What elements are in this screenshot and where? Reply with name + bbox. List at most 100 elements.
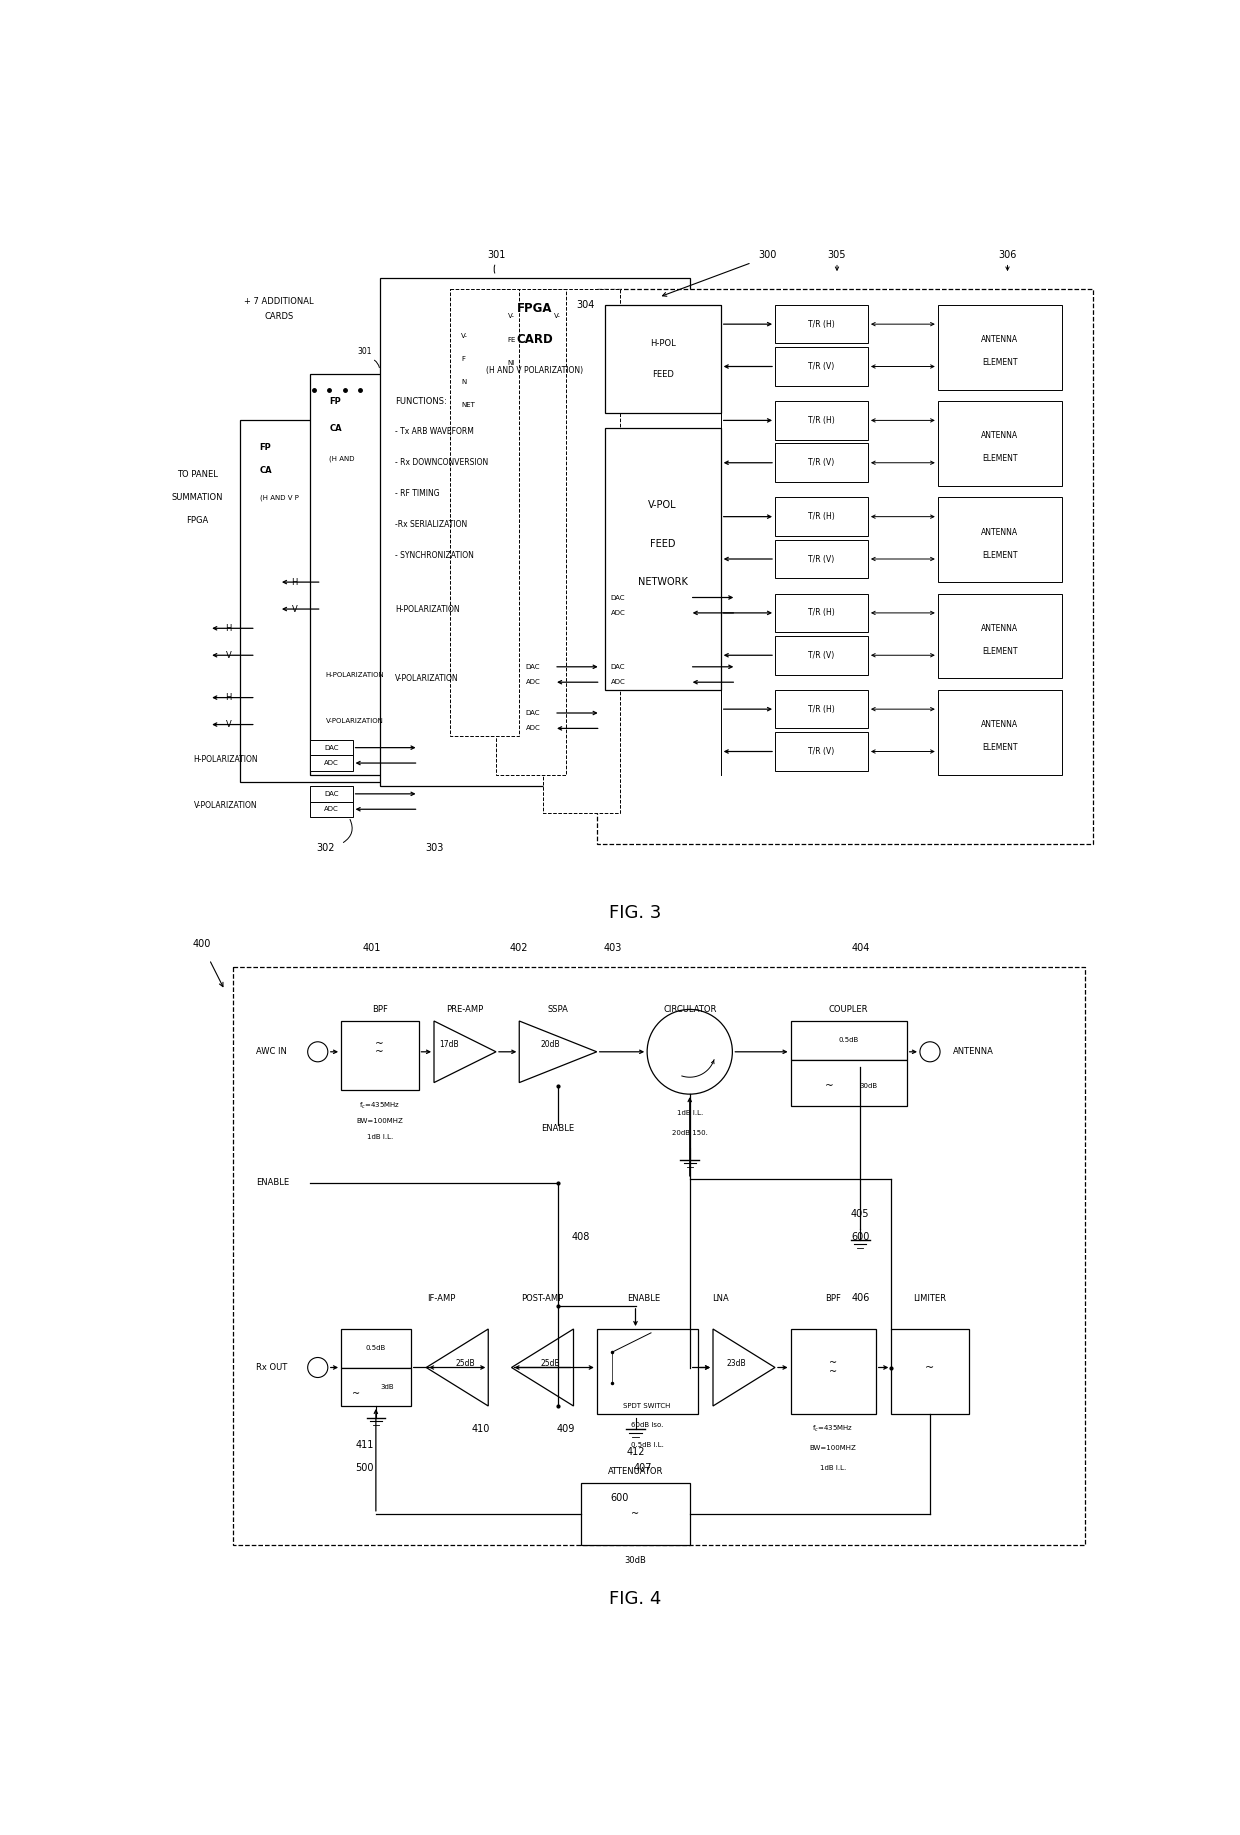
Text: 409: 409 xyxy=(557,1424,575,1435)
Text: 403: 403 xyxy=(603,943,621,952)
Text: DAC: DAC xyxy=(324,745,339,751)
Bar xyxy=(341,1329,410,1367)
Text: FPGA: FPGA xyxy=(186,516,208,525)
Text: ~: ~ xyxy=(352,1389,361,1400)
Text: - RF TIMING: - RF TIMING xyxy=(396,490,440,497)
Text: H: H xyxy=(291,578,298,587)
Bar xyxy=(937,690,1061,774)
Bar xyxy=(310,785,352,802)
Text: BW=100MHZ: BW=100MHZ xyxy=(810,1446,857,1451)
Text: DAC: DAC xyxy=(324,791,339,796)
Polygon shape xyxy=(520,1020,596,1083)
Text: 0.5dB: 0.5dB xyxy=(366,1345,386,1351)
Bar xyxy=(775,444,868,483)
Text: ELEMENT: ELEMENT xyxy=(982,743,1018,752)
Text: V: V xyxy=(291,604,298,613)
Text: FUNCTIONS:: FUNCTIONS: xyxy=(396,396,446,406)
Text: ADC: ADC xyxy=(610,679,625,684)
Text: H-POL: H-POL xyxy=(650,339,676,349)
Text: ELEMENT: ELEMENT xyxy=(982,648,1018,655)
Text: ANTENNA: ANTENNA xyxy=(981,624,1018,633)
Bar xyxy=(892,1329,968,1413)
Bar xyxy=(937,497,1061,582)
Text: FP: FP xyxy=(330,396,341,406)
Text: ADC: ADC xyxy=(324,760,339,765)
Bar xyxy=(233,967,1085,1545)
Bar xyxy=(596,290,1092,844)
Text: Rx OUT: Rx OUT xyxy=(255,1363,286,1373)
Text: T/R (H): T/R (H) xyxy=(808,319,835,328)
Text: + 7 ADDITIONAL: + 7 ADDITIONAL xyxy=(244,297,314,306)
Bar xyxy=(341,1020,419,1090)
Bar xyxy=(775,595,868,631)
Polygon shape xyxy=(713,1329,775,1406)
Text: 404: 404 xyxy=(851,943,869,952)
Bar xyxy=(310,740,352,756)
Text: H-POLARIZATION: H-POLARIZATION xyxy=(325,672,384,677)
Text: 301: 301 xyxy=(357,347,372,356)
Bar xyxy=(596,606,640,620)
Text: 17dB: 17dB xyxy=(440,1040,459,1048)
Text: NI: NI xyxy=(507,360,515,365)
Text: N: N xyxy=(461,378,466,385)
Text: - SYNCHRONIZATION: - SYNCHRONIZATION xyxy=(396,550,474,560)
Text: V-: V- xyxy=(507,314,515,319)
Text: CA: CA xyxy=(330,424,342,433)
Text: (H AND: (H AND xyxy=(330,455,355,462)
Text: 25dB: 25dB xyxy=(541,1360,560,1369)
Text: ADC: ADC xyxy=(610,609,625,617)
Text: V-: V- xyxy=(461,332,467,339)
Text: H-POLARIZATION: H-POLARIZATION xyxy=(193,754,258,763)
Text: ~: ~ xyxy=(925,1363,935,1373)
Text: 1dB I.L.: 1dB I.L. xyxy=(367,1134,393,1140)
Bar xyxy=(605,428,720,690)
Text: LIMITER: LIMITER xyxy=(914,1294,946,1303)
Bar xyxy=(511,675,554,690)
Text: ELEMENT: ELEMENT xyxy=(982,358,1018,367)
Text: NET: NET xyxy=(461,402,475,407)
Text: ADC: ADC xyxy=(324,806,339,813)
Text: V-POLARIZATION: V-POLARIZATION xyxy=(193,800,258,809)
Text: ~
~: ~ ~ xyxy=(830,1358,837,1376)
Text: ENABLE: ENABLE xyxy=(626,1294,660,1303)
Bar xyxy=(310,756,352,771)
Text: ENABLE: ENABLE xyxy=(255,1178,289,1187)
Bar xyxy=(596,659,640,675)
Text: COUPLER: COUPLER xyxy=(828,1006,868,1015)
Text: FEED: FEED xyxy=(652,369,673,378)
Text: BPF: BPF xyxy=(825,1294,841,1303)
Text: CARD: CARD xyxy=(516,332,553,347)
Text: 1dB I.L.: 1dB I.L. xyxy=(677,1110,703,1116)
Bar xyxy=(310,802,352,817)
Text: DAC: DAC xyxy=(611,664,625,670)
Text: 30dB: 30dB xyxy=(859,1083,877,1090)
Bar xyxy=(791,1329,875,1413)
Bar xyxy=(543,290,620,813)
Text: 412: 412 xyxy=(626,1448,645,1457)
Text: ~
~: ~ ~ xyxy=(376,1039,384,1057)
Text: SSPA: SSPA xyxy=(548,1006,568,1015)
Bar xyxy=(775,539,868,578)
Bar xyxy=(775,497,868,536)
Text: T/R (V): T/R (V) xyxy=(808,361,835,371)
Text: 25dB: 25dB xyxy=(455,1360,475,1369)
Text: FPGA: FPGA xyxy=(517,303,553,316)
Text: SUMMATION: SUMMATION xyxy=(172,494,223,503)
Text: ELEMENT: ELEMENT xyxy=(982,550,1018,560)
Text: DAC: DAC xyxy=(526,710,541,716)
Bar xyxy=(341,1367,410,1406)
Text: T/R (V): T/R (V) xyxy=(808,459,835,468)
Bar xyxy=(937,402,1061,486)
Text: 301: 301 xyxy=(487,250,505,261)
Text: ANTENNA: ANTENNA xyxy=(981,719,1018,728)
Bar xyxy=(511,659,554,675)
Text: CIRCULATOR: CIRCULATOR xyxy=(663,1006,717,1015)
Text: DAC: DAC xyxy=(526,664,541,670)
Text: T/R (H): T/R (H) xyxy=(808,417,835,426)
Text: V-POLARIZATION: V-POLARIZATION xyxy=(396,673,459,683)
Bar xyxy=(596,589,640,606)
Text: ANTENNA: ANTENNA xyxy=(954,1048,994,1057)
Bar xyxy=(496,290,565,774)
Bar xyxy=(791,1059,906,1107)
Text: - Rx DOWNCONVERSION: - Rx DOWNCONVERSION xyxy=(396,459,489,468)
